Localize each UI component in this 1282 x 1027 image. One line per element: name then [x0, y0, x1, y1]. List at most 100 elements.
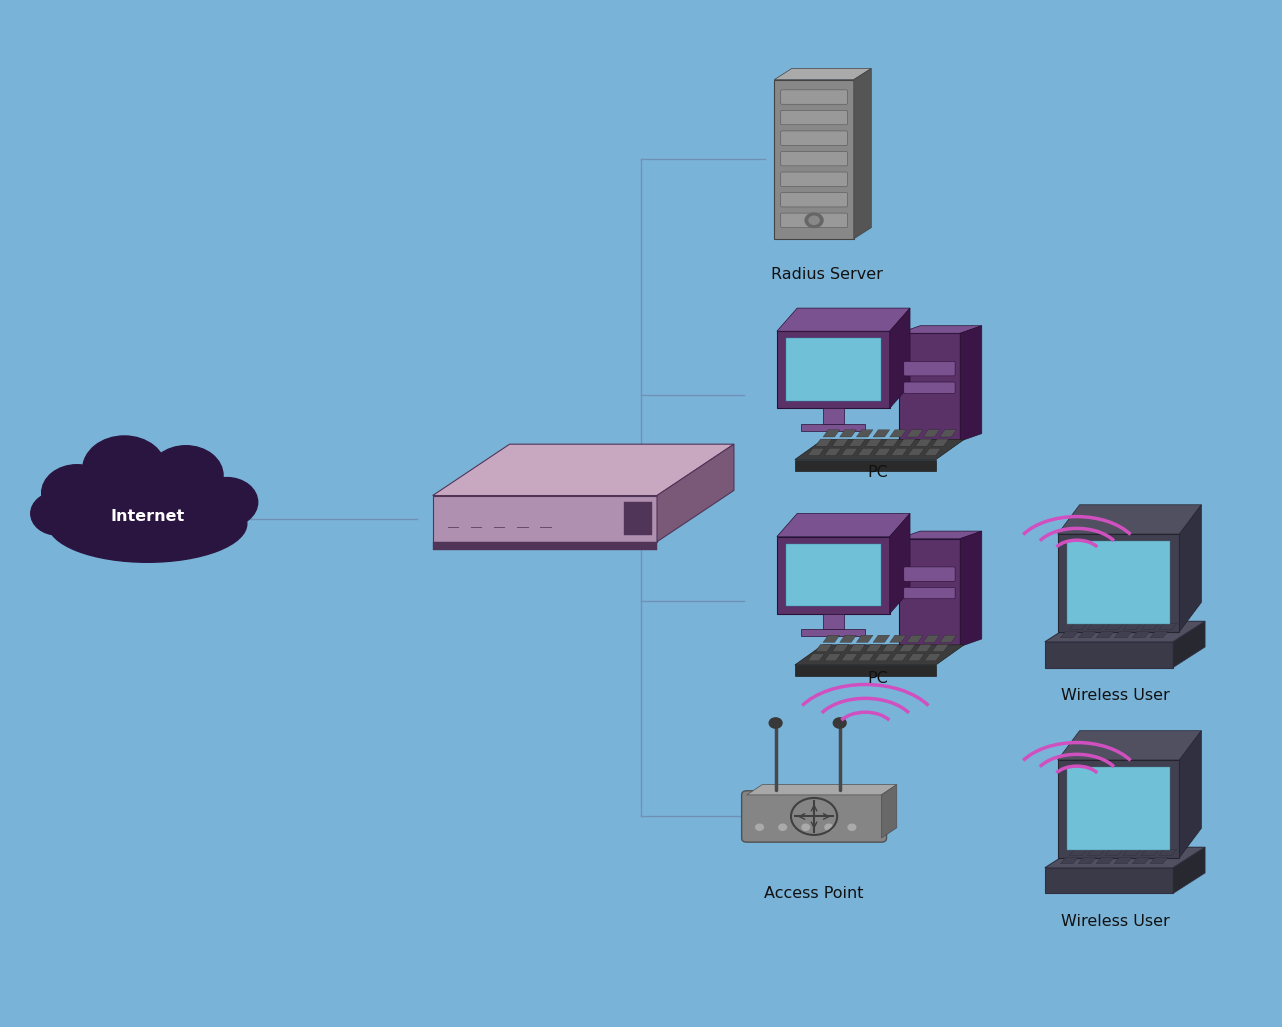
- Polygon shape: [777, 308, 910, 331]
- Polygon shape: [932, 645, 949, 652]
- Polygon shape: [1067, 767, 1170, 850]
- Polygon shape: [890, 429, 906, 438]
- Polygon shape: [824, 653, 841, 661]
- Polygon shape: [832, 440, 849, 446]
- Polygon shape: [808, 448, 824, 456]
- Polygon shape: [815, 440, 832, 446]
- Polygon shape: [960, 531, 982, 647]
- Text: Wireless User: Wireless User: [1061, 914, 1169, 929]
- FancyBboxPatch shape: [781, 151, 847, 165]
- Polygon shape: [841, 653, 858, 661]
- Polygon shape: [1179, 505, 1201, 632]
- Polygon shape: [1105, 623, 1123, 630]
- Polygon shape: [899, 326, 982, 333]
- Polygon shape: [924, 448, 941, 456]
- Polygon shape: [923, 429, 940, 438]
- Polygon shape: [940, 429, 956, 438]
- Polygon shape: [774, 69, 872, 79]
- Polygon shape: [1078, 858, 1096, 864]
- Polygon shape: [1045, 847, 1205, 868]
- Polygon shape: [906, 429, 923, 438]
- Polygon shape: [795, 665, 936, 677]
- Polygon shape: [890, 308, 910, 408]
- Polygon shape: [808, 653, 824, 661]
- Polygon shape: [856, 429, 873, 438]
- Polygon shape: [899, 645, 915, 652]
- Polygon shape: [823, 613, 844, 629]
- FancyBboxPatch shape: [904, 567, 955, 581]
- Polygon shape: [1069, 849, 1087, 855]
- Text: Wireless User: Wireless User: [1061, 688, 1169, 703]
- Polygon shape: [840, 635, 856, 643]
- Polygon shape: [1150, 632, 1168, 638]
- Ellipse shape: [41, 464, 113, 522]
- Text: Access Point: Access Point: [764, 886, 864, 902]
- Ellipse shape: [49, 485, 247, 562]
- Polygon shape: [932, 440, 949, 446]
- Polygon shape: [1060, 632, 1078, 638]
- Polygon shape: [1045, 642, 1173, 668]
- Polygon shape: [899, 531, 982, 538]
- Polygon shape: [856, 635, 873, 643]
- Circle shape: [769, 718, 782, 728]
- Polygon shape: [824, 448, 841, 456]
- Polygon shape: [873, 635, 890, 643]
- Polygon shape: [873, 429, 890, 438]
- FancyBboxPatch shape: [781, 111, 847, 125]
- FancyBboxPatch shape: [781, 90, 847, 104]
- Polygon shape: [1141, 623, 1159, 630]
- Polygon shape: [899, 333, 960, 442]
- Polygon shape: [899, 538, 960, 647]
- Polygon shape: [786, 339, 881, 401]
- Polygon shape: [915, 440, 932, 446]
- Polygon shape: [777, 536, 890, 613]
- Polygon shape: [801, 423, 865, 431]
- Polygon shape: [1173, 621, 1205, 668]
- Circle shape: [826, 824, 833, 830]
- Polygon shape: [786, 544, 881, 606]
- Polygon shape: [433, 496, 656, 542]
- Polygon shape: [1058, 731, 1201, 760]
- Polygon shape: [924, 653, 941, 661]
- Polygon shape: [874, 653, 891, 661]
- Polygon shape: [1096, 632, 1114, 638]
- Polygon shape: [840, 429, 856, 438]
- Polygon shape: [795, 645, 964, 665]
- Polygon shape: [1045, 621, 1205, 642]
- Polygon shape: [823, 408, 844, 423]
- Polygon shape: [908, 653, 924, 661]
- Polygon shape: [777, 514, 910, 536]
- Polygon shape: [433, 444, 733, 496]
- Polygon shape: [854, 69, 872, 239]
- Ellipse shape: [31, 492, 85, 535]
- Polygon shape: [1132, 632, 1150, 638]
- Circle shape: [756, 824, 764, 830]
- Polygon shape: [890, 635, 906, 643]
- Polygon shape: [849, 440, 865, 446]
- Polygon shape: [849, 645, 865, 652]
- Ellipse shape: [149, 446, 223, 505]
- Polygon shape: [841, 448, 858, 456]
- Polygon shape: [874, 448, 891, 456]
- Polygon shape: [1159, 849, 1177, 855]
- Polygon shape: [1087, 849, 1105, 855]
- Polygon shape: [1058, 534, 1179, 632]
- Ellipse shape: [82, 435, 167, 502]
- Circle shape: [779, 824, 787, 830]
- Polygon shape: [1078, 632, 1096, 638]
- Polygon shape: [891, 448, 908, 456]
- Ellipse shape: [196, 478, 258, 527]
- Polygon shape: [823, 635, 840, 643]
- Polygon shape: [823, 429, 840, 438]
- Circle shape: [805, 214, 823, 228]
- Polygon shape: [1060, 858, 1078, 864]
- Polygon shape: [1141, 849, 1159, 855]
- Polygon shape: [940, 635, 956, 643]
- FancyBboxPatch shape: [904, 587, 955, 599]
- Polygon shape: [433, 542, 656, 550]
- Polygon shape: [1173, 847, 1205, 893]
- Polygon shape: [858, 448, 874, 456]
- Polygon shape: [1179, 731, 1201, 858]
- Text: PC: PC: [868, 465, 888, 481]
- FancyBboxPatch shape: [781, 213, 847, 228]
